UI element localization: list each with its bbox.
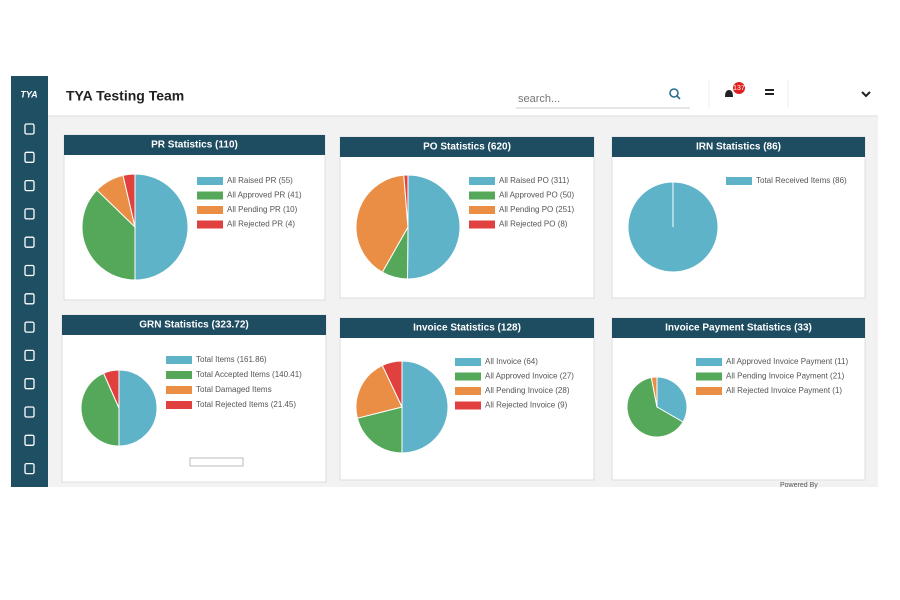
legend-swatch[interactable] (455, 401, 481, 410)
pie-slice (134, 173, 189, 281)
card-header (62, 315, 326, 335)
legend-label[interactable]: All Pending PR (10) (227, 205, 298, 214)
menu-icon-bar (765, 93, 774, 95)
powered-by: Powered By (780, 482, 818, 489)
legend-swatch[interactable] (455, 387, 481, 395)
legend-label[interactable]: Total Accepted Items (140.41) (196, 370, 302, 379)
logo: TYA (20, 89, 37, 99)
dropdown-chevron[interactable] (861, 91, 871, 98)
legend-label[interactable]: All Raised PR (55) (227, 176, 293, 185)
scrollbar (189, 457, 244, 467)
sidebar-icon[interactable] (24, 378, 35, 390)
pie-slice (406, 174, 461, 280)
legend-swatch[interactable] (696, 372, 722, 381)
legend-label[interactable]: All Pending Invoice Payment (21) (726, 372, 845, 381)
card-title: PR Statistics (110) (151, 140, 238, 151)
card-header (340, 137, 594, 157)
card-title: PO Statistics (620) (423, 142, 511, 153)
legend-label[interactable]: Total Received Items (86) (756, 176, 847, 185)
legend-label[interactable]: All Approved PO (50) (499, 191, 574, 200)
card-header (612, 137, 865, 157)
sidebar-icon[interactable] (24, 406, 35, 418)
legend-swatch[interactable] (469, 206, 495, 214)
pie-slice (102, 369, 120, 409)
legend-swatch[interactable] (455, 372, 481, 381)
legend-swatch[interactable] (696, 358, 722, 366)
legend-label[interactable]: All Approved Invoice Payment (11) (726, 357, 848, 366)
legend-swatch[interactable] (469, 191, 495, 200)
legend-swatch[interactable] (166, 356, 192, 364)
notification-count: 137 (733, 85, 745, 92)
sidebar-icon[interactable] (24, 236, 35, 248)
pie-slice (355, 174, 409, 273)
team-title: TYA Testing Team (66, 88, 184, 104)
sidebar-icon[interactable] (24, 462, 35, 475)
pie-slice (650, 376, 658, 408)
sidebar-icon[interactable] (24, 208, 35, 220)
legend-swatch[interactable] (455, 358, 481, 366)
legend-swatch[interactable] (197, 206, 223, 214)
pie-slice (356, 406, 403, 454)
card-title: Invoice Payment Statistics (33) (665, 323, 812, 334)
menu-icon[interactable] (765, 89, 774, 91)
pie-slice (401, 360, 449, 454)
legend-label[interactable]: All Pending PO (251) (499, 205, 574, 214)
pie-slice (626, 376, 684, 438)
legend-swatch[interactable] (197, 220, 223, 229)
legend-swatch[interactable] (166, 401, 192, 409)
legend-label[interactable]: Total Rejected Items (21.45) (196, 400, 296, 409)
pie-slice (81, 189, 136, 281)
pie-slice (118, 369, 158, 447)
card-header (612, 318, 865, 338)
legend-swatch[interactable] (726, 177, 752, 185)
sidebar-icon[interactable] (24, 123, 35, 135)
pie-slice (381, 360, 403, 408)
legend-label[interactable]: All Rejected PO (8) (499, 220, 568, 229)
sidebar-icon[interactable] (24, 293, 35, 305)
legend-swatch[interactable] (469, 177, 495, 185)
legend-swatch[interactable] (696, 387, 722, 395)
legend-label[interactable]: All Rejected Invoice Payment (1) (726, 386, 842, 395)
card-title: GRN Statistics (323.72) (139, 320, 249, 331)
legend-label[interactable]: All Rejected PR (4) (227, 220, 295, 229)
pie-slice (122, 173, 136, 228)
legend-label[interactable]: Total Items (161.86) (196, 355, 267, 364)
legend-label[interactable]: All Raised PO (311) (499, 176, 569, 185)
badge (733, 82, 745, 94)
legend-swatch[interactable] (166, 371, 192, 379)
search-input[interactable]: search... (518, 93, 560, 105)
sidebar-icon[interactable] (24, 264, 35, 277)
legend-label[interactable]: All Approved PR (41) (227, 191, 302, 200)
search-icon[interactable] (669, 88, 679, 98)
sidebar (11, 76, 48, 487)
legend-label[interactable]: Total Damaged Items (196, 385, 272, 394)
legend-swatch[interactable] (166, 386, 192, 394)
legend-swatch[interactable] (469, 220, 495, 229)
legend-label[interactable]: All Invoice (64) (485, 357, 538, 366)
card-title: IRN Statistics (86) (696, 142, 781, 153)
legend-swatch[interactable] (197, 191, 223, 200)
sidebar-icon[interactable] (24, 151, 35, 163)
search-icon-handle (676, 95, 681, 100)
card-header (64, 135, 325, 155)
pie-slice (80, 372, 120, 447)
sidebar-icon[interactable] (24, 179, 35, 192)
sidebar-icon[interactable] (24, 321, 35, 333)
sidebar-icon[interactable] (24, 434, 35, 446)
card-header (340, 318, 594, 338)
legend-label[interactable]: All Rejected Invoice (9) (485, 401, 568, 410)
bell-icon[interactable] (725, 90, 733, 97)
card-title: Invoice Statistics (128) (413, 323, 521, 334)
sidebar-icon[interactable] (24, 349, 35, 362)
pie-slice (355, 364, 403, 419)
pie-slice (403, 174, 409, 228)
legend-label[interactable]: All Pending Invoice (28) (485, 386, 570, 395)
legend-label[interactable]: All Approved Invoice (27) (485, 372, 574, 381)
legend-swatch[interactable] (197, 177, 223, 185)
